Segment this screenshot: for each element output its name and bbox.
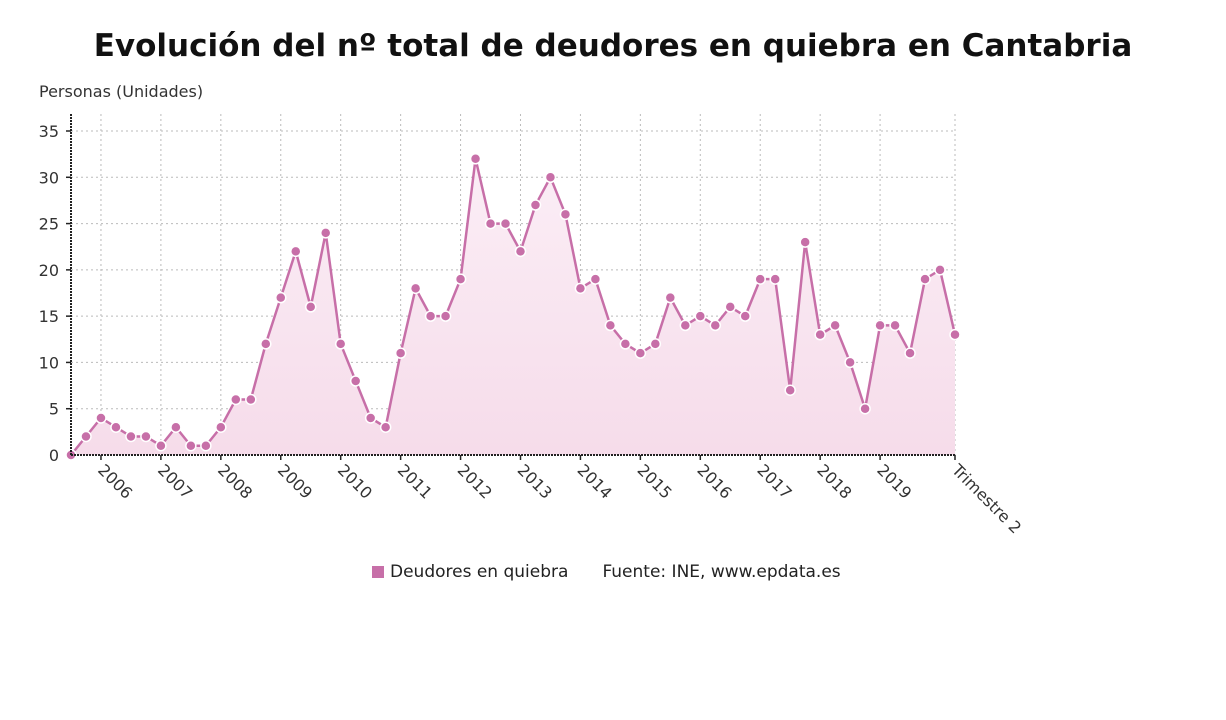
x-tick-label: 2009 xyxy=(274,460,316,502)
legend-series-label[interactable]: Deudores en quiebra xyxy=(390,562,569,582)
data-point xyxy=(739,310,751,322)
data-point xyxy=(349,375,362,387)
data-point xyxy=(110,421,122,433)
x-tick-label: 2012 xyxy=(454,460,496,502)
data-point xyxy=(469,153,482,165)
y-tick-label: 25 xyxy=(39,215,59,234)
data-point xyxy=(949,328,961,341)
data-point xyxy=(379,421,392,433)
x-tick-label: 2014 xyxy=(574,460,616,502)
data-point xyxy=(934,264,946,276)
x-tick-label: 2011 xyxy=(394,460,436,502)
y-tick-label: 10 xyxy=(39,353,59,372)
data-point xyxy=(679,319,692,332)
data-point xyxy=(709,319,722,332)
data-point xyxy=(904,347,916,359)
data-point xyxy=(424,310,437,322)
data-point xyxy=(304,301,317,313)
data-point xyxy=(589,273,602,285)
series-area xyxy=(71,158,955,455)
data-point xyxy=(619,338,632,350)
data-point xyxy=(874,319,886,332)
legend: Deudores en quiebra Fuente: INE, www.epd… xyxy=(372,562,841,582)
x-tick-label: 2007 xyxy=(154,460,196,502)
source-text: Fuente: INE, www.epdata.es xyxy=(602,562,841,582)
x-tick-label: Trimestre 2 xyxy=(947,460,1025,538)
data-point xyxy=(859,402,871,415)
x-tick-label: 2016 xyxy=(693,460,735,502)
data-point xyxy=(829,319,841,332)
data-point xyxy=(694,310,707,322)
data-point xyxy=(170,421,182,433)
data-point xyxy=(260,338,272,350)
data-point xyxy=(394,347,407,359)
data-point xyxy=(754,273,766,285)
data-point xyxy=(604,319,617,332)
data-point xyxy=(95,412,107,424)
x-tick-label: 2010 xyxy=(334,460,376,502)
data-point xyxy=(245,393,257,406)
y-axis-label: Personas (Unidades) xyxy=(39,82,204,101)
x-tick-label: 2015 xyxy=(634,460,676,502)
y-tick-label: 35 xyxy=(39,122,59,141)
x-tick-label: 2006 xyxy=(94,460,136,502)
data-point xyxy=(155,439,167,452)
x-tick-label: 2019 xyxy=(873,460,915,502)
data-point xyxy=(499,217,512,230)
x-tick-label: 2017 xyxy=(753,460,795,502)
x-tick-label: 2008 xyxy=(214,460,256,502)
chart-title: Evolución del nº total de deudores en qu… xyxy=(93,28,1133,64)
data-point xyxy=(364,412,377,424)
y-tick-label: 5 xyxy=(49,400,59,419)
data-point xyxy=(769,273,781,285)
data-point xyxy=(215,421,227,433)
data-point xyxy=(140,430,152,443)
data-point xyxy=(919,273,931,285)
data-point xyxy=(514,245,527,258)
x-tick-label: 2013 xyxy=(514,460,556,502)
data-point xyxy=(275,291,287,304)
y-tick-label: 0 xyxy=(49,446,59,465)
data-point xyxy=(484,217,497,230)
data-point xyxy=(80,430,92,443)
data-point xyxy=(814,328,826,341)
data-point xyxy=(649,338,662,350)
data-point xyxy=(634,347,647,359)
data-point xyxy=(185,439,197,452)
data-point xyxy=(454,273,467,285)
data-point xyxy=(289,245,302,258)
data-point xyxy=(529,199,542,211)
data-point xyxy=(125,430,137,443)
data-point xyxy=(544,171,557,184)
y-tick-label: 15 xyxy=(39,307,59,326)
data-point xyxy=(784,384,796,396)
data-point xyxy=(844,356,856,369)
data-point xyxy=(409,282,422,295)
data-point xyxy=(799,236,811,248)
data-point xyxy=(664,291,677,304)
data-point xyxy=(559,208,572,221)
data-point xyxy=(334,338,347,350)
legend-swatch xyxy=(372,566,384,578)
data-point xyxy=(200,439,212,452)
data-point xyxy=(230,393,242,406)
data-point xyxy=(319,227,332,239)
y-tick-label: 30 xyxy=(39,168,59,187)
data-point xyxy=(574,282,587,295)
x-tick-label: 2018 xyxy=(813,460,855,502)
data-point xyxy=(724,301,737,313)
data-point xyxy=(439,310,452,322)
data-point xyxy=(889,319,901,332)
y-tick-label: 20 xyxy=(39,261,59,280)
